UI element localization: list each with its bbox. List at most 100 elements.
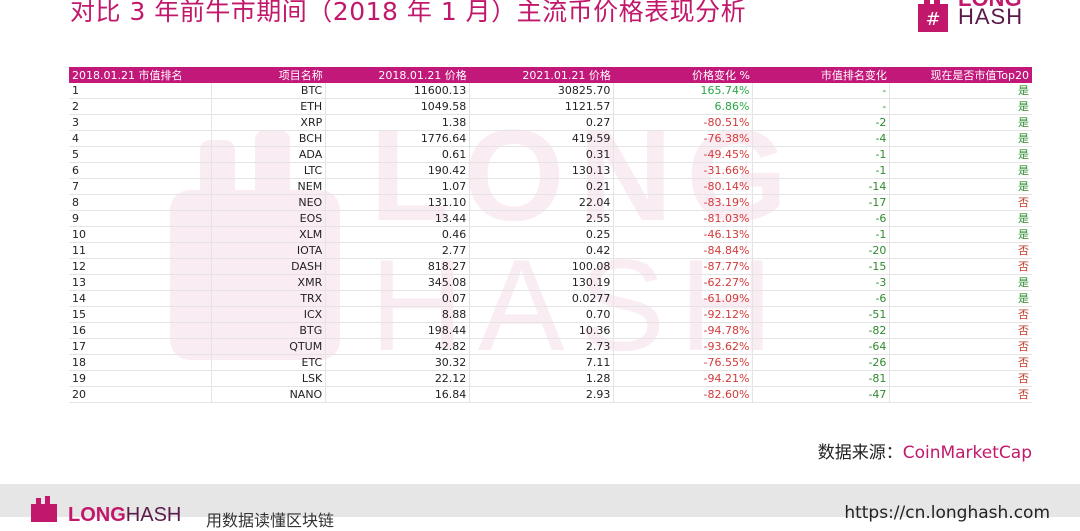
cell-project: ADA: [211, 146, 327, 163]
cell-price-2021: 2.55: [469, 210, 615, 227]
cell-top20: 是: [889, 290, 1032, 307]
cell-rank-change: -64: [752, 338, 891, 355]
header-price-2018: 2018.01.21 价格: [325, 67, 470, 83]
cell-rank-change: -15: [752, 258, 891, 275]
cell-price-2018: 13.44: [325, 210, 471, 227]
cell-top20: 否: [889, 322, 1032, 339]
cell-top20: 是: [889, 226, 1032, 243]
table-row: 6 LTC 190.42 130.13 -31.66% -1 是: [69, 162, 1032, 179]
cell-price-2018: 1776.64: [325, 130, 471, 147]
cell-rank-change: -4: [752, 130, 891, 147]
cell-project: XRP: [211, 114, 327, 131]
longhash-logo: # LONG HASH: [914, 0, 1034, 40]
cell-price-2018: 8.88: [325, 306, 471, 323]
cell-price-2018: 1.07: [325, 178, 471, 195]
cell-price-2021: 0.42: [469, 242, 615, 259]
cell-price-2021: 2.93: [469, 386, 615, 403]
footer-brand-long: LONG: [68, 504, 126, 526]
cell-rank: 6: [69, 162, 212, 179]
table-row: 17 QTUM 42.82 2.73 -93.62% -64 否: [69, 338, 1032, 355]
cell-price-2018: 198.44: [325, 322, 471, 339]
cell-project: IOTA: [211, 242, 327, 259]
cell-rank: 1: [69, 83, 212, 99]
table-row: 13 XMR 345.08 130.19 -62.27% -3 是: [69, 274, 1032, 291]
cell-rank-change: -6: [752, 210, 891, 227]
cell-price-2018: 131.10: [325, 194, 471, 211]
cell-price-2021: 1121.57: [469, 98, 615, 115]
cell-price-2018: 818.27: [325, 258, 471, 275]
cell-price-change: -81.03%: [613, 210, 754, 227]
cell-rank: 10: [69, 226, 212, 243]
cell-rank: 8: [69, 194, 212, 211]
cell-price-change: -31.66%: [613, 162, 754, 179]
footer: LONGHASH 用数据读懂区块链 https://cn.longhash.co…: [0, 484, 1080, 530]
table-row: 4 BCH 1776.64 419.59 -76.38% -4 是: [69, 130, 1032, 147]
cell-price-2021: 130.19: [469, 274, 615, 291]
cell-price-change: 6.86%: [613, 98, 754, 115]
cell-rank-change: -81: [752, 370, 891, 387]
cell-rank: 4: [69, 130, 212, 147]
cell-price-2021: 10.36: [469, 322, 615, 339]
cell-price-2021: 1.28: [469, 370, 615, 387]
cell-project: TRX: [211, 290, 327, 307]
cell-price-change: -93.62%: [613, 338, 754, 355]
cell-project: BCH: [211, 130, 327, 147]
table-row: 15 ICX 8.88 0.70 -92.12% -51 否: [69, 306, 1032, 323]
cell-price-change: -82.60%: [613, 386, 754, 403]
cell-top20: 是: [889, 130, 1032, 147]
cell-project: XMR: [211, 274, 327, 291]
cell-price-2021: 419.59: [469, 130, 615, 147]
cell-price-2018: 0.61: [325, 146, 471, 163]
cell-price-2021: 100.08: [469, 258, 615, 275]
cell-top20: 否: [889, 306, 1032, 323]
cell-price-change: -87.77%: [613, 258, 754, 275]
cell-price-2018: 42.82: [325, 338, 471, 355]
cell-rank-change: -47: [752, 386, 891, 403]
cell-rank: 5: [69, 146, 212, 163]
header-price-2021: 2021.01.21 价格: [469, 67, 614, 83]
cell-price-2018: 1.38: [325, 114, 471, 131]
table-row: 14 TRX 0.07 0.0277 -61.09% -6 是: [69, 290, 1032, 307]
cell-project: BTC: [211, 83, 327, 99]
cell-price-change: -61.09%: [613, 290, 754, 307]
cell-top20: 否: [889, 370, 1032, 387]
cell-top20: 否: [889, 258, 1032, 275]
page-title: 对比 3 年前牛市期间（2018 年 1 月）主流币价格表现分析: [70, 0, 747, 26]
cell-price-2021: 30825.70: [469, 83, 615, 99]
table-row: 16 BTG 198.44 10.36 -94.78% -82 否: [69, 322, 1032, 339]
footer-url[interactable]: https://cn.longhash.com: [844, 503, 1050, 523]
source-link[interactable]: CoinMarketCap: [902, 443, 1032, 463]
cell-project: LSK: [211, 370, 327, 387]
cell-price-2021: 0.27: [469, 114, 615, 131]
cell-rank: 16: [69, 322, 212, 339]
table-row: 12 DASH 818.27 100.08 -87.77% -15 否: [69, 258, 1032, 275]
table-row: 1 BTC 11600.13 30825.70 165.74% - 是: [69, 83, 1032, 99]
cell-project: BTG: [211, 322, 327, 339]
table-row: 3 XRP 1.38 0.27 -80.51% -2 是: [69, 114, 1032, 131]
header-top20: 现在是否市值Top20: [889, 67, 1032, 83]
cell-project: QTUM: [211, 338, 327, 355]
source-label: 数据来源：: [817, 443, 903, 463]
cell-price-2018: 345.08: [325, 274, 471, 291]
cell-rank: 11: [69, 242, 212, 259]
cell-top20: 是: [889, 178, 1032, 195]
cell-price-2021: 0.31: [469, 146, 615, 163]
cell-rank: 13: [69, 274, 212, 291]
cell-rank: 7: [69, 178, 212, 195]
cell-rank-change: -17: [752, 194, 891, 211]
cell-top20: 否: [889, 354, 1032, 371]
cell-rank-change: -26: [752, 354, 891, 371]
cell-rank-change: -6: [752, 290, 891, 307]
cell-rank: 3: [69, 114, 212, 131]
cell-top20: 否: [889, 194, 1032, 211]
table-row: 18 ETC 30.32 7.11 -76.55% -26 否: [69, 354, 1032, 371]
cell-rank-change: -1: [752, 226, 891, 243]
table-row: 8 NEO 131.10 22.04 -83.19% -17 否: [69, 194, 1032, 211]
cell-rank-change: -3: [752, 274, 891, 291]
cell-top20: 是: [889, 83, 1032, 99]
table-row: 11 IOTA 2.77 0.42 -84.84% -20 否: [69, 242, 1032, 259]
cell-rank: 2: [69, 98, 212, 115]
cell-rank: 20: [69, 386, 212, 403]
cell-price-change: -80.51%: [613, 114, 754, 131]
cell-price-2021: 0.0277: [469, 290, 615, 307]
